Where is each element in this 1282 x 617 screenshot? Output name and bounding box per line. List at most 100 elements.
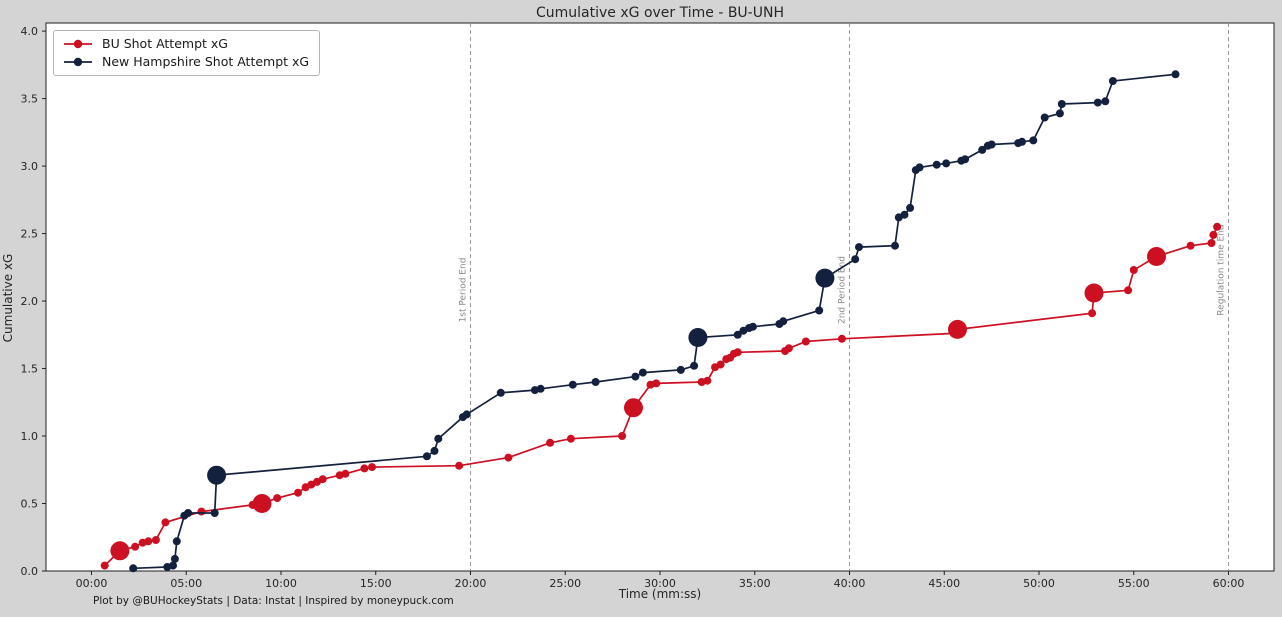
bu-data-point (624, 398, 643, 418)
unh-data-point (536, 384, 545, 393)
bu-data-point (801, 337, 810, 346)
unh-data-point (434, 434, 443, 443)
bu-data-point (1209, 230, 1218, 239)
unh-data-point (1093, 98, 1102, 107)
y-tick-label: 3.0 (21, 160, 39, 173)
bu-data-point (197, 507, 206, 516)
unh-data-point (815, 306, 824, 315)
unh-data-point (129, 564, 138, 573)
bu-data-point (294, 488, 302, 497)
unh-data-point (891, 241, 899, 250)
unh-data-point (978, 145, 987, 154)
bu-data-point (948, 319, 967, 339)
bu-data-point (151, 536, 160, 544)
x-tick-label: 00:00 (76, 577, 108, 590)
bu-data-point (341, 469, 350, 478)
x-axis-label: Time (mm:ss) (618, 587, 702, 601)
bu-data-point (360, 464, 369, 473)
bu-data-point (1213, 222, 1222, 231)
unh-data-point (855, 243, 863, 252)
bu-data-point (1124, 286, 1133, 295)
unh-data-point (1101, 97, 1110, 106)
bu-data-point (110, 541, 130, 561)
unh-data-point (779, 317, 788, 326)
y-tick-label: 4.0 (21, 25, 39, 38)
unh-data-point (496, 388, 505, 397)
unh-data-point (1029, 136, 1038, 145)
chart-title: Cumulative xG over Time - BU-UNH (536, 5, 784, 21)
x-tick-label: 25:00 (549, 577, 581, 590)
legend-label-bu: BU Shot Attempt xG (102, 36, 228, 51)
unh-data-point (748, 322, 757, 331)
unh-data-point (915, 163, 924, 172)
unh-line-swatch-icon (64, 57, 92, 66)
unh-data-point (906, 203, 915, 212)
bu-data-point (733, 348, 742, 357)
y-tick-label: 0.0 (21, 565, 39, 578)
x-tick-label: 40:00 (834, 577, 866, 590)
unh-data-point (987, 140, 996, 149)
legend-item-unh: New Hampshire Shot Attempt xG (62, 54, 309, 69)
unh-data-point (172, 537, 181, 546)
unh-data-point (430, 446, 439, 455)
unh-data-point (1040, 113, 1049, 122)
bu-data-point (131, 542, 140, 551)
y-tick-label: 1.5 (21, 363, 39, 376)
y-tick-label: 2.5 (21, 228, 39, 241)
unh-data-point (733, 330, 742, 339)
y-tick-label: 0.5 (21, 498, 39, 511)
bu-data-point (837, 334, 846, 343)
bu-data-point (1147, 247, 1166, 266)
bu-data-point (100, 561, 109, 570)
unh-data-point (900, 210, 909, 219)
bu-data-point (1186, 241, 1195, 250)
y-tick-label: 2.0 (21, 295, 39, 308)
bu-line-swatch-icon (64, 39, 92, 48)
unh-data-point (676, 365, 685, 374)
y-axis-label: Cumulative xG (1, 253, 15, 343)
unh-data-point (690, 361, 699, 370)
unh-data-point (688, 328, 708, 347)
bu-data-point (716, 360, 725, 369)
bu-data-point (703, 376, 712, 385)
unh-data-point (184, 509, 193, 517)
bu-data-point (1207, 239, 1216, 247)
unh-data-point (462, 410, 471, 419)
bu-data-point (784, 344, 793, 353)
bu-data-point (455, 461, 464, 470)
bu-data-point (368, 463, 376, 472)
bu-data-point (1088, 309, 1097, 318)
bu-data-point (1084, 283, 1104, 303)
bu-data-point (161, 518, 170, 527)
bu-data-point (273, 494, 282, 503)
x-tick-label: 20:00 (455, 577, 487, 590)
unh-data-point (942, 159, 951, 168)
unh-data-point (207, 465, 227, 485)
unh-data-point (932, 160, 941, 169)
unh-data-point (170, 554, 179, 563)
period-divider-label: Regulation time End (1217, 224, 1227, 315)
unh-data-point (961, 155, 970, 164)
bu-data-point (652, 379, 661, 388)
unh-data-point (210, 509, 219, 517)
unh-data-point (638, 368, 647, 377)
unh-data-point (1057, 100, 1066, 108)
bu-data-point (504, 453, 513, 462)
bu-data-point (618, 432, 627, 440)
unh-data-point (1018, 137, 1026, 146)
bu-data-point (1129, 266, 1138, 274)
legend-label-unh: New Hampshire Shot Attempt xG (102, 54, 310, 69)
legend: BU Shot Attempt xG New Hampshire Shot At… (53, 30, 321, 76)
unh-data-point (422, 452, 431, 461)
x-tick-label: 10:00 (265, 577, 297, 590)
unh-data-point (1108, 77, 1117, 85)
unh-data-point (591, 378, 600, 386)
period-divider-label: 2nd Period End (838, 256, 848, 324)
bu-data-point (546, 438, 555, 447)
x-tick-label: 50:00 (1023, 577, 1055, 590)
y-tick-label: 1.0 (21, 430, 39, 443)
period-divider-label: 1st Period End (458, 258, 468, 323)
bu-data-point (144, 537, 153, 546)
x-tick-label: 05:00 (170, 577, 202, 590)
